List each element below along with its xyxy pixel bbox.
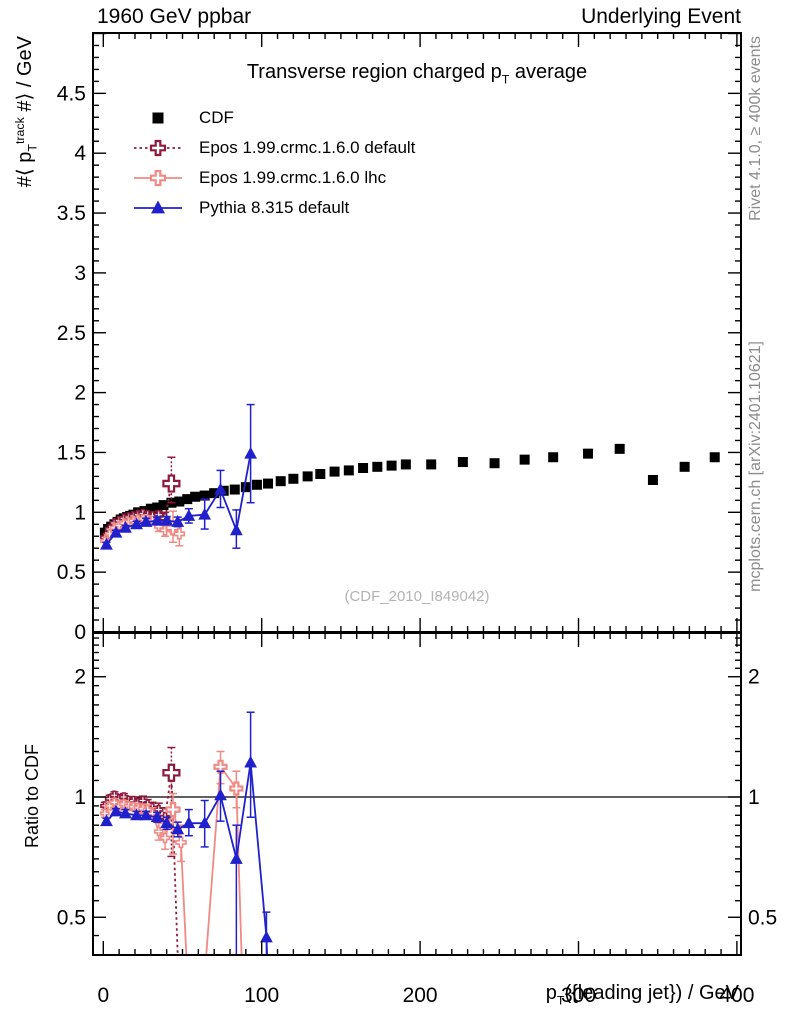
x-axis-label: pT({leading jet}) / GeV: [545, 982, 739, 1008]
svg-text:400: 400: [719, 984, 754, 1007]
legend-item-cdf: CDF: [199, 108, 234, 127]
svg-text:1: 1: [74, 786, 86, 809]
svg-text:1: 1: [748, 786, 760, 809]
watermark-analysis-id: (CDF_2010_I849042): [344, 588, 490, 605]
legend-marker-epos-default: [134, 139, 182, 157]
svg-text:3: 3: [74, 262, 86, 285]
svg-text:1.5: 1.5: [57, 441, 86, 464]
svg-text:0.5: 0.5: [57, 561, 86, 584]
legend-marker-pythia: [134, 200, 182, 214]
svg-text:2: 2: [748, 666, 760, 689]
svg-text:100: 100: [244, 984, 279, 1007]
svg-text:1: 1: [74, 501, 86, 524]
y-axis-label-main: #⟨ pTtrack #⟩ / GeV: [13, 36, 40, 188]
legend-item-epos-lhc: Epos 1.99.crmc.1.6.0 lhc: [199, 168, 387, 187]
svg-text:0.5: 0.5: [748, 906, 777, 929]
svg-text:3.5: 3.5: [57, 202, 86, 225]
svg-text:2: 2: [74, 666, 86, 689]
svg-text:4.5: 4.5: [57, 82, 86, 105]
svg-text:0: 0: [97, 984, 109, 1007]
side-note-rivet: Rivet 4.1.0, ≥ 400k events: [747, 36, 764, 221]
legend-item-pythia: Pythia 8.315 default: [199, 198, 350, 217]
legend-marker-epos-lhc: [134, 169, 182, 187]
plot-title: Transverse region charged pT average: [246, 61, 588, 87]
svg-text:2: 2: [74, 382, 86, 405]
header-observable-class: Underlying Event: [581, 5, 741, 28]
svg-text:4: 4: [74, 142, 86, 165]
svg-text:0.5: 0.5: [57, 906, 86, 929]
svg-text:300: 300: [561, 984, 596, 1007]
y-axis-label-ratio: Ratio to CDF: [22, 744, 42, 849]
svg-text:0: 0: [74, 621, 86, 644]
side-note-mcplots: mcplots.cern.ch [arXiv:2401.10621]: [747, 341, 764, 592]
legend-marker-cdf: [152, 112, 164, 124]
svg-text:200: 200: [403, 984, 438, 1007]
svg-text:2.5: 2.5: [57, 322, 86, 345]
legend-item-epos-default: Epos 1.99.crmc.1.6.0 default: [199, 138, 416, 157]
header-beam-energy: 1960 GeV ppbar: [97, 5, 252, 28]
